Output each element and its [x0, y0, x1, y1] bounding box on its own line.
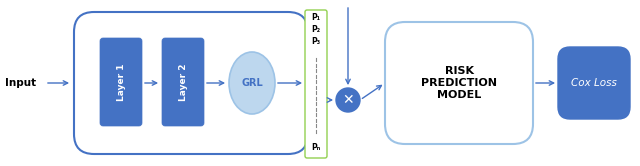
Text: Layer 2: Layer 2	[179, 63, 188, 101]
Text: ✕: ✕	[342, 93, 354, 107]
Text: P₂: P₂	[312, 26, 321, 35]
Ellipse shape	[229, 52, 275, 114]
FancyBboxPatch shape	[558, 47, 630, 119]
Text: PREDICTION: PREDICTION	[421, 78, 497, 88]
Text: Cox Loss: Cox Loss	[571, 78, 617, 88]
Text: MODEL: MODEL	[437, 90, 481, 100]
FancyBboxPatch shape	[162, 38, 204, 126]
Text: GRL: GRL	[241, 78, 263, 88]
FancyBboxPatch shape	[100, 38, 142, 126]
Text: Layer 1: Layer 1	[116, 63, 125, 101]
Text: RISK: RISK	[445, 66, 474, 76]
FancyBboxPatch shape	[305, 10, 327, 158]
Text: P₁: P₁	[312, 13, 321, 23]
FancyBboxPatch shape	[74, 12, 308, 154]
Text: P₃: P₃	[312, 38, 321, 46]
Text: Pₙ: Pₙ	[312, 143, 321, 153]
Text: Input: Input	[5, 78, 36, 88]
Circle shape	[336, 88, 360, 112]
FancyBboxPatch shape	[385, 22, 533, 144]
